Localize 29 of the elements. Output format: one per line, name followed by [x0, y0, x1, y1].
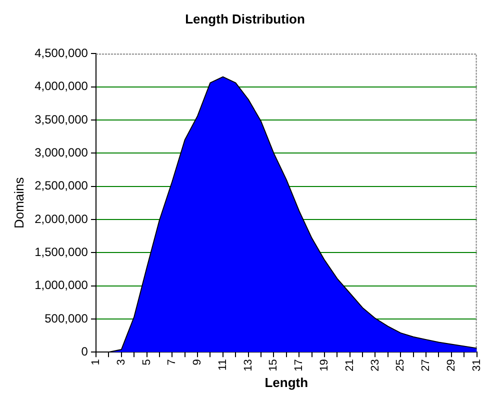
y-tick-label: 500,000: [44, 311, 88, 326]
y-tick-label: 1,500,000: [34, 244, 88, 259]
x-tick-label: 31: [470, 359, 483, 372]
y-tick-label: 0: [81, 344, 88, 358]
y-tick-label: 2,500,000: [34, 178, 88, 193]
x-tick-label: 7: [166, 359, 178, 366]
x-axis-title: Length: [264, 374, 308, 390]
x-tick-label: 19: [318, 359, 331, 372]
y-tick-label: 4,000,000: [34, 79, 88, 94]
x-tick-label: 15: [268, 359, 280, 372]
x-tick-label: 17: [293, 359, 306, 372]
chart-title: Length Distribution: [185, 11, 305, 26]
y-tick-label: 1,000,000: [34, 278, 88, 292]
x-tick-label: 3: [115, 359, 128, 366]
x-tick-label: 23: [369, 359, 382, 372]
y-tick-label: 3,000,000: [34, 145, 88, 160]
y-tick-label: 4,500,000: [34, 46, 88, 60]
y-tick-label: 3,500,000: [34, 112, 88, 126]
x-tick-label: 21: [344, 359, 356, 372]
y-axis-title: Domains: [11, 176, 26, 229]
x-tick-label: 13: [242, 359, 254, 372]
x-tick-label: 11: [216, 359, 229, 371]
x-tick-label: 29: [445, 359, 458, 372]
x-tick-label: 5: [140, 359, 153, 366]
x-tick-label: 1: [90, 359, 102, 366]
x-tick-label: 27: [420, 359, 432, 372]
y-tick-label: 2,000,000: [34, 212, 88, 226]
x-tick-label: 9: [192, 359, 204, 366]
x-tick-label: 25: [394, 359, 407, 372]
